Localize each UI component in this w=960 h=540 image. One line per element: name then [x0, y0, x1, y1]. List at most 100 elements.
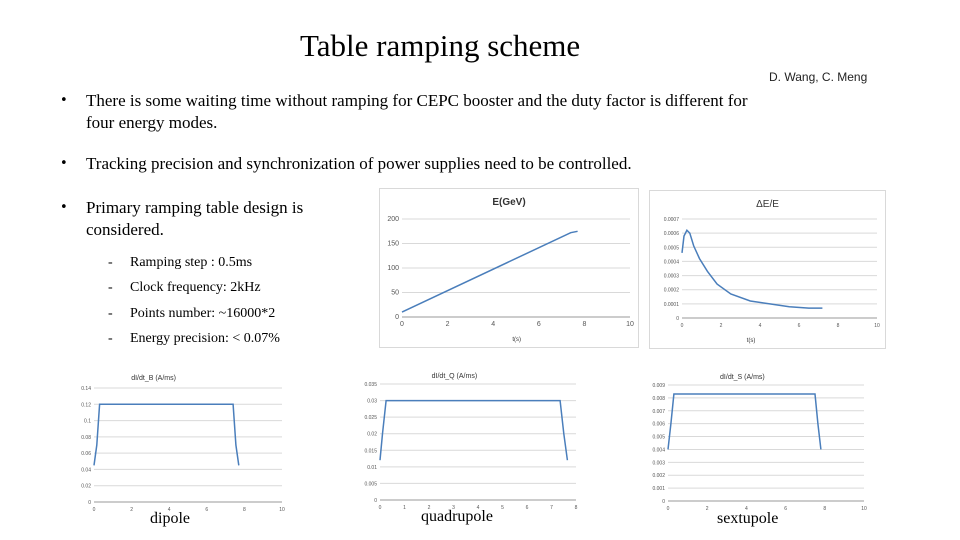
y-tick-label: 150: [387, 241, 399, 248]
y-tick-label: 0.007: [652, 409, 665, 415]
x-tick-label: 2: [130, 507, 133, 512]
y-tick-label: 0.0005: [664, 245, 680, 251]
y-tick-label: 50: [391, 290, 399, 297]
dEE-chart-svg: ΔE/E 0 0.0001 0.0002 0.0003 0.0004 0.0005 0.000…: [664, 199, 880, 344]
x-axis-label: t(s): [747, 338, 756, 344]
energy-chart: E(GeV) 0 50 100 150 200 0 2 4 6 8 10 t(s): [379, 188, 639, 348]
y-tick-label: 0.12: [81, 402, 91, 408]
y-tick-label: 0: [374, 498, 377, 504]
dash-icon: -: [108, 306, 113, 321]
dash-icon: -: [108, 255, 113, 270]
bullet-item: • Primary ramping table design is consid…: [60, 197, 360, 241]
x-tick-label: 8: [837, 323, 840, 329]
bullet-icon: •: [60, 93, 68, 108]
y-tick-label: 0.01: [367, 465, 377, 471]
bullet-text: There is some waiting time without rampi…: [86, 91, 748, 132]
sub-item: - Clock frequency: 2kHz: [108, 280, 261, 296]
x-tick-label: 8: [243, 507, 246, 512]
sub-item-text: Clock frequency: 2kHz: [130, 280, 261, 295]
y-tick-label: 0.0003: [664, 274, 680, 280]
y-tick-label: 0.0002: [664, 288, 680, 294]
sextupole-chart-svg: dI/dt_S (A/ms) 0 0.001 0.002 0.003 0.004 0.005…: [652, 374, 867, 512]
bullet-text: Tracking precision and synchronization o…: [86, 154, 632, 173]
y-tick-label: 0.02: [367, 432, 377, 438]
series-line: [401, 230, 578, 313]
sub-item-text: Points number: ~16000*2: [130, 306, 276, 321]
x-tick-label: 2: [720, 323, 723, 329]
chart-title: dI/dt_Q (A/ms): [432, 373, 478, 380]
y-tick-label: 0.008: [652, 396, 665, 402]
x-tick-label: 4: [759, 323, 762, 329]
x-tick-label: 3: [452, 505, 455, 511]
x-tick-label: 5: [501, 505, 504, 511]
sub-item-text: Ramping step : 0.5ms: [130, 255, 253, 270]
y-tick-label: 0: [676, 316, 679, 322]
x-tick-label: 4: [477, 505, 480, 511]
y-tick-label: 0.04: [81, 467, 91, 473]
x-tick-label: 0: [379, 505, 382, 511]
y-tick-label: 0.0004: [664, 259, 680, 265]
series-line: [667, 393, 822, 450]
bullet-text: Primary ramping table design is consider…: [86, 198, 304, 239]
quadrupole-chart: dI/dt_Q (A/ms) 0 0.005 0.01 0.015 0.02 0.025 0.…: [350, 362, 582, 512]
chart-title: ΔE/E: [756, 199, 779, 210]
x-tick-label: 10: [874, 323, 880, 329]
y-tick-label: 200: [387, 216, 399, 223]
x-tick-label: 2: [706, 506, 709, 512]
x-tick-label: 10: [626, 321, 634, 328]
x-tick-label: 6: [537, 321, 541, 328]
y-tick-label: 0.06: [81, 451, 91, 457]
y-tick-label: 100: [387, 265, 399, 272]
y-tick-label: 0.03: [367, 399, 377, 405]
y-tick-label: 0.005: [364, 481, 377, 487]
series-line: [93, 403, 240, 466]
dipole-chart: dI/dt_B (A/ms) 0 0.02 0.04 0.06 0.08 0.1 0.12 0.…: [64, 364, 288, 512]
y-tick-label: 0.14: [81, 386, 91, 392]
sub-item-text: Energy precision: < 0.07%: [130, 331, 280, 346]
y-tick-label: 0.009: [652, 383, 665, 389]
y-tick-label: 0.0007: [664, 217, 680, 223]
x-axis-label: t(s): [512, 337, 521, 343]
quadrupole-chart-svg: dI/dt_Q (A/ms) 0 0.005 0.01 0.015 0.02 0.025 0.…: [364, 373, 578, 511]
x-tick-label: 0: [400, 321, 404, 328]
sub-item: - Energy precision: < 0.07%: [108, 331, 280, 347]
y-tick-label: 0: [88, 500, 91, 506]
x-tick-label: 8: [575, 505, 578, 511]
chart-title: dI/dt_S (A/ms): [720, 374, 765, 381]
slide-title: Table ramping scheme: [300, 28, 581, 63]
x-tick-label: 7: [550, 505, 553, 511]
y-tick-label: 0.0006: [664, 231, 680, 237]
bullet-item: • There is some waiting time without ram…: [60, 90, 780, 134]
x-tick-label: 4: [168, 507, 171, 512]
y-tick-label: 0.1: [84, 419, 91, 425]
energy-chart-svg: E(GeV) 0 50 100 150 200 0 2 4 6 8 10 t(s): [387, 197, 634, 343]
y-tick-label: 0.015: [364, 448, 377, 454]
dipole-caption: dipole: [150, 510, 190, 527]
y-tick-label: 0: [395, 314, 399, 321]
y-tick-label: 0: [662, 499, 665, 505]
x-tick-label: 2: [446, 321, 450, 328]
x-tick-label: 1: [403, 505, 406, 511]
authors: D. Wang, C. Meng: [769, 70, 868, 84]
x-tick-label: 2: [428, 505, 431, 511]
x-tick-label: 6: [784, 506, 787, 512]
chart-title: dI/dt_B (A/ms): [131, 375, 176, 382]
y-tick-label: 0.035: [364, 382, 377, 388]
dEE-chart: ΔE/E 0 0.0001 0.0002 0.0003 0.0004 0.0005 0.000…: [649, 190, 886, 349]
x-tick-label: 0: [667, 506, 670, 512]
sextupole-chart: dI/dt_S (A/ms) 0 0.001 0.002 0.003 0.004 0.005…: [638, 363, 870, 513]
x-tick-label: 4: [491, 321, 495, 328]
sub-item: - Ramping step : 0.5ms: [108, 255, 252, 271]
y-tick-label: 0.0001: [664, 302, 680, 308]
y-tick-label: 0.001: [652, 486, 665, 492]
x-tick-label: 10: [279, 507, 285, 512]
bullet-item: • Tracking precision and synchronization…: [60, 153, 780, 175]
sextupole-caption: sextupole: [717, 510, 779, 527]
y-tick-label: 0.006: [652, 422, 665, 428]
series-line: [681, 229, 823, 309]
y-tick-label: 0.02: [81, 484, 91, 490]
y-tick-label: 0.005: [652, 435, 665, 441]
y-tick-label: 0.08: [81, 435, 91, 441]
y-tick-label: 0.004: [652, 447, 665, 453]
chart-title: E(GeV): [492, 197, 525, 208]
